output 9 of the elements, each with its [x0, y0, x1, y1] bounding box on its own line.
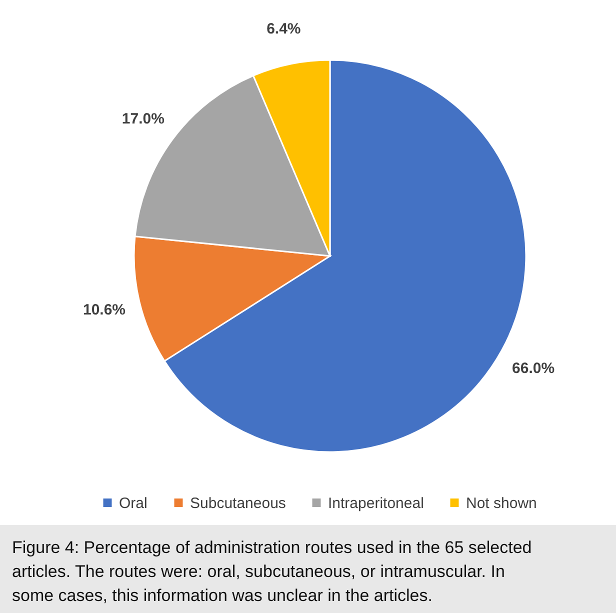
data-label: 6.4% — [266, 20, 301, 38]
legend-label: Not shown — [466, 494, 537, 512]
legend-label: Subcutaneous — [190, 494, 286, 512]
data-label: 10.6% — [82, 301, 126, 318]
data-label: 17.0% — [122, 110, 164, 128]
legend-label: Oral — [119, 494, 148, 512]
caption: Figure 4: Percentage of administration routes used in the 65 selected articles. The routes were: oral, subcutaneous, or intramuscular. In some cases, this information was unclear in the articles. — [12, 538, 532, 605]
legend-label: Intraperitoneal — [328, 494, 424, 512]
data-label: 66.0% — [512, 360, 555, 377]
